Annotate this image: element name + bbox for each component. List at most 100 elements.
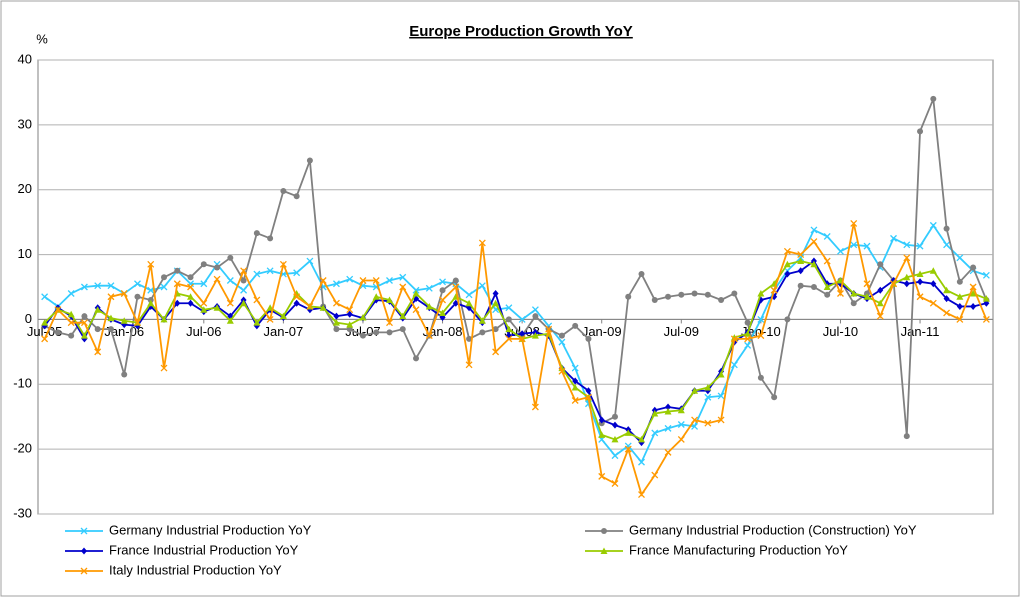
marker: [916, 270, 924, 278]
marker: [134, 319, 141, 327]
marker: [532, 313, 539, 320]
marker: [664, 448, 672, 456]
marker: [373, 329, 380, 336]
marker: [890, 234, 897, 242]
marker: [717, 416, 725, 424]
marker: [744, 330, 752, 337]
y-axis-label: %: [36, 31, 48, 46]
marker: [969, 289, 977, 297]
marker: [744, 319, 751, 326]
marker: [280, 188, 287, 195]
marker: [916, 242, 924, 250]
marker: [67, 290, 75, 297]
marker: [68, 332, 75, 339]
series-line: [44, 98, 988, 437]
marker: [929, 267, 937, 274]
marker: [147, 286, 155, 294]
marker: [982, 295, 990, 302]
marker: [730, 361, 738, 369]
marker: [478, 317, 486, 324]
marker: [601, 528, 607, 534]
marker: [810, 284, 817, 290]
marker: [956, 278, 963, 285]
marker: [187, 293, 195, 300]
marker: [519, 330, 526, 338]
legend-label: Germany Industrial Production YoY: [109, 522, 312, 537]
marker: [757, 289, 765, 297]
marker: [797, 251, 805, 259]
marker: [531, 332, 539, 339]
marker: [452, 299, 459, 307]
marker: [41, 335, 49, 343]
y-tick-label: -20: [13, 441, 32, 456]
marker: [651, 471, 659, 479]
marker: [956, 293, 964, 300]
marker: [665, 293, 672, 300]
marker: [970, 264, 977, 271]
marker: [266, 267, 274, 275]
marker: [267, 235, 274, 242]
marker: [916, 293, 924, 301]
marker: [253, 230, 260, 237]
marker: [346, 326, 353, 333]
marker: [638, 491, 645, 499]
marker: [810, 226, 818, 234]
marker: [425, 302, 433, 310]
marker: [240, 299, 248, 307]
marker: [943, 286, 951, 294]
marker: [41, 319, 49, 326]
marker: [850, 219, 858, 227]
marker: [412, 306, 420, 314]
marker: [293, 299, 300, 307]
marker: [174, 299, 181, 307]
marker: [638, 458, 645, 466]
marker: [665, 403, 672, 411]
marker: [505, 325, 513, 333]
marker: [545, 325, 553, 333]
marker: [346, 306, 354, 314]
marker: [399, 326, 406, 333]
marker: [293, 193, 300, 200]
marker: [94, 326, 101, 333]
y-tick-label: 30: [18, 116, 32, 131]
marker: [651, 409, 659, 417]
marker: [558, 332, 565, 339]
marker: [425, 284, 433, 292]
marker: [333, 326, 340, 333]
marker: [134, 280, 141, 288]
marker: [572, 377, 579, 385]
marker: [346, 275, 354, 283]
marker: [810, 260, 818, 268]
marker: [319, 304, 327, 311]
marker: [174, 267, 181, 274]
marker: [333, 312, 340, 320]
y-tick-label: -30: [13, 505, 32, 520]
marker: [558, 367, 566, 375]
marker: [465, 291, 473, 299]
marker: [810, 238, 818, 246]
marker: [160, 364, 168, 372]
marker: [518, 335, 526, 343]
series-line: [44, 260, 987, 441]
marker: [982, 271, 990, 279]
marker: [982, 315, 990, 323]
marker: [611, 480, 619, 487]
x-tick-label: Jan-06: [104, 324, 144, 339]
marker: [187, 299, 194, 307]
marker: [518, 315, 526, 323]
marker: [306, 257, 314, 265]
marker: [452, 283, 460, 291]
marker: [704, 393, 712, 401]
legend-label: Italy Industrial Production YoY: [109, 562, 282, 577]
marker: [413, 355, 420, 362]
marker: [837, 247, 844, 255]
marker: [691, 416, 699, 424]
marker: [240, 267, 248, 275]
marker: [412, 289, 420, 297]
marker: [439, 278, 447, 286]
marker: [107, 326, 114, 333]
marker: [319, 277, 327, 284]
marker: [80, 332, 88, 339]
